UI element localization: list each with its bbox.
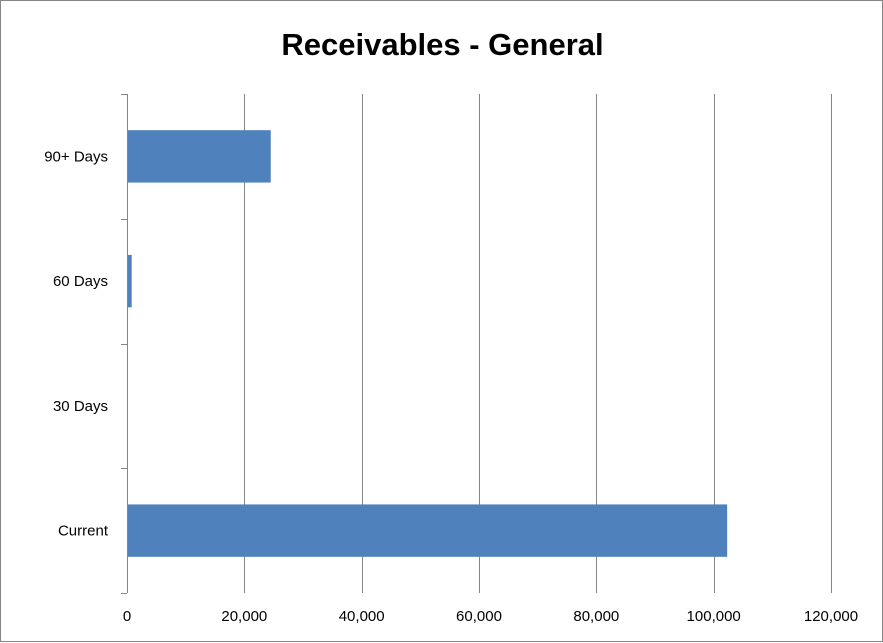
y-tick-labels: Current 30 Days 60 Days 90+ Days bbox=[44, 148, 109, 539]
x-tick-label-6: 120,000 bbox=[804, 608, 858, 625]
x-tick-label-4: 80,000 bbox=[573, 608, 619, 625]
x-tick-label-3: 60,000 bbox=[456, 608, 502, 625]
x-tick-labels: 0 20,000 40,000 60,000 80,000 100,000 120,000 bbox=[123, 608, 858, 625]
x-tick-label-1: 20,000 bbox=[221, 608, 267, 625]
bars bbox=[127, 130, 728, 557]
y-category-label-60-days: 60 Days bbox=[53, 273, 108, 290]
bar-60-days bbox=[127, 254, 132, 308]
x-tick-label-0: 0 bbox=[123, 608, 131, 625]
y-category-label-30-days: 30 Days bbox=[53, 398, 108, 415]
chart-title: Receivables - General bbox=[281, 27, 604, 62]
y-category-label-current: Current bbox=[58, 523, 109, 540]
x-tick-label-5: 100,000 bbox=[687, 608, 741, 625]
y-category-label-90-days: 90+ Days bbox=[44, 148, 108, 165]
axes bbox=[121, 94, 128, 594]
x-tick-label-2: 40,000 bbox=[339, 608, 385, 625]
bar-90-days bbox=[127, 130, 271, 183]
bar-current bbox=[127, 504, 728, 557]
